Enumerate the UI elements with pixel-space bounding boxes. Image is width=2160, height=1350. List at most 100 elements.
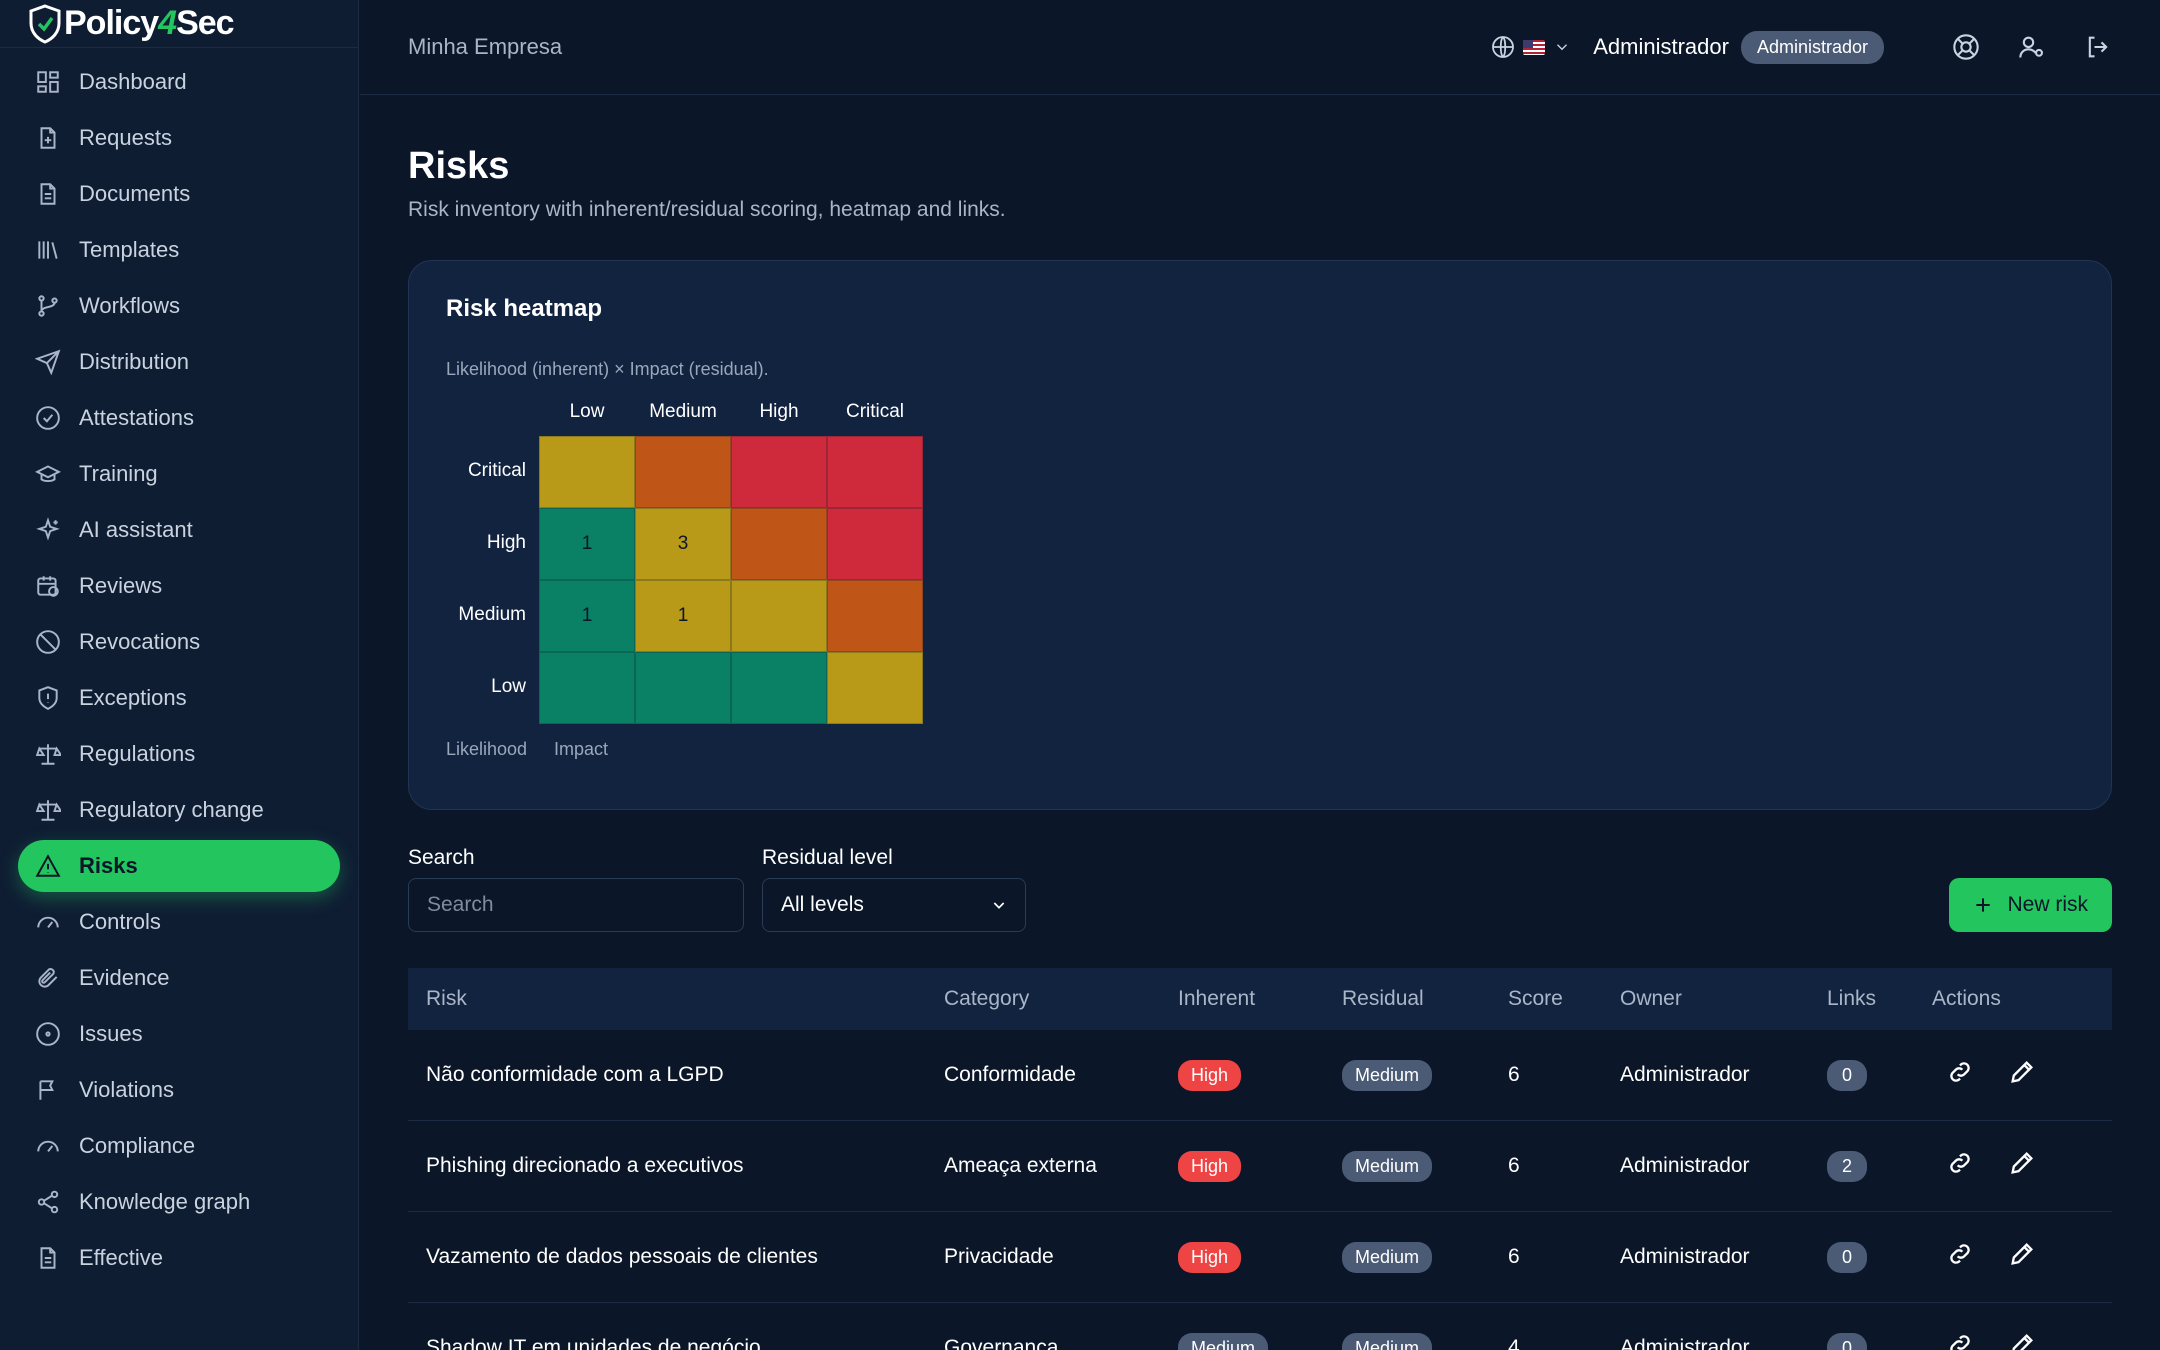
sidebar-item-attestations[interactable]: Attestations (18, 392, 340, 444)
logout-button[interactable] (2084, 33, 2112, 61)
filters-bar: Search Residual level All levels New ris… (408, 844, 2112, 932)
residual-badge: Medium (1342, 1332, 1433, 1350)
sidebar-item-dashboard[interactable]: Dashboard (18, 56, 340, 108)
edit-button[interactable] (2008, 1240, 2036, 1274)
risk-name[interactable]: Shadow IT em unidades de negócio (426, 1336, 761, 1350)
brand-logo[interactable]: Policy4Sec (0, 0, 358, 48)
company-name[interactable]: Minha Empresa (408, 34, 563, 59)
sidebar-item-requests[interactable]: Requests (18, 112, 340, 164)
sidebar-item-label: Revocations (79, 629, 201, 654)
sidebar-item-exceptions[interactable]: Exceptions (18, 672, 340, 724)
sparkles-icon (35, 517, 61, 543)
link-button[interactable] (1946, 1149, 1974, 1183)
risk-owner: Administrador (1620, 1154, 1750, 1177)
chevron-down-icon (993, 902, 1005, 909)
heatmap-subtitle: Likelihood (inherent) × Impact (residual… (446, 359, 769, 379)
sidebar-item-label: Compliance (79, 1133, 196, 1158)
heatmap-cell[interactable] (539, 436, 635, 508)
warning-triangle-icon (35, 853, 61, 879)
risk-name[interactable]: Phishing direcionado a executivos (426, 1154, 744, 1177)
sidebar-item-effective[interactable]: Effective (18, 1232, 340, 1284)
heatmap-cell[interactable] (731, 436, 827, 508)
risk-score: 6 (1508, 1154, 1520, 1177)
sidebar-item-label: Attestations (79, 405, 194, 430)
heatmap-cell[interactable] (635, 436, 731, 508)
send-icon (35, 349, 61, 375)
heatmap-column-label: Critical (845, 401, 905, 422)
sidebar-item-templates[interactable]: Templates (18, 224, 340, 276)
sidebar-item-risks[interactable]: Risks (18, 840, 340, 892)
document-icon (35, 181, 61, 207)
sidebar-item-compliance[interactable]: Compliance (18, 1120, 340, 1172)
link-button[interactable] (1946, 1058, 1974, 1092)
share-nodes-icon (35, 1189, 61, 1215)
heatmap-cell[interactable] (635, 652, 731, 724)
table-row[interactable]: Não conformidade com a LGPD Conformidade H… (408, 1030, 2112, 1121)
risks-table: Risk Category Inherent Residual Score Owner Li… (408, 968, 2112, 1350)
heatmap-cell[interactable] (731, 508, 827, 580)
heatmap-cell[interactable]: 1 (635, 580, 731, 652)
sidebar-item-violations[interactable]: Violations (18, 1064, 340, 1116)
heatmap-cell[interactable] (827, 580, 923, 652)
heatmap-cell[interactable] (731, 652, 827, 724)
sidebar-item-label: Reviews (79, 573, 163, 598)
residual-badge: Medium (1342, 1241, 1433, 1273)
us-flag-icon (1523, 39, 1546, 55)
heatmap-column-label: Medium (649, 401, 717, 422)
heatmap-cell[interactable] (539, 652, 635, 724)
profile-button[interactable] (2018, 33, 2046, 61)
table-row[interactable]: Phishing direcionado a executivos Ameaça … (408, 1121, 2112, 1212)
sidebar-item-label: Violations (79, 1077, 174, 1102)
risk-category: Conformidade (944, 1063, 1076, 1086)
table-row[interactable]: Vazamento de dados pessoais de clientes P… (408, 1212, 2112, 1303)
column-header: Category (944, 987, 1030, 1010)
link-button[interactable] (1946, 1240, 1974, 1274)
heatmap-cell[interactable] (827, 508, 923, 580)
sidebar-item-training[interactable]: Training (18, 448, 340, 500)
table-row[interactable]: Shadow IT em unidades de negócio Governan… (408, 1303, 2112, 1350)
language-selector[interactable] (1491, 35, 1571, 59)
sidebar-item-reviews[interactable]: Reviews (18, 560, 340, 612)
table-body: Não conformidade com a LGPD Conformidade H… (408, 1030, 2112, 1350)
sidebar-item-knowledge-graph[interactable]: Knowledge graph (18, 1176, 340, 1228)
edit-button[interactable] (2008, 1058, 2036, 1092)
top-header: Minha Empresa Administrador Administrado… (360, 0, 2160, 95)
heatmap-cell[interactable]: 1 (539, 580, 635, 652)
edit-button[interactable] (2008, 1149, 2036, 1183)
inherent-badge: High (1178, 1059, 1242, 1091)
heatmap-cell[interactable] (827, 436, 923, 508)
new-risk-button[interactable]: New risk (1949, 878, 2112, 932)
document-icon (35, 1245, 61, 1271)
heatmap-cell[interactable] (827, 652, 923, 724)
heatmap-cell[interactable]: 1 (539, 508, 635, 580)
sidebar-item-documents[interactable]: Documents (18, 168, 340, 220)
pencil-icon (2012, 1334, 2033, 1350)
sidebar-item-label: Requests (79, 125, 172, 150)
edit-button[interactable] (2008, 1331, 2036, 1350)
sidebar-item-ai-assistant[interactable]: AI assistant (18, 504, 340, 556)
risk-score: 6 (1508, 1245, 1520, 1268)
sidebar-item-revocations[interactable]: Revocations (18, 616, 340, 668)
heatmap-row-label: Medium (458, 604, 526, 625)
heatmap-card: Risk heatmap Likelihood (inherent) × Imp… (408, 260, 2112, 810)
risk-name[interactable]: Vazamento de dados pessoais de clientes (426, 1245, 818, 1268)
sidebar-item-label: Issues (79, 1021, 143, 1046)
search-input[interactable] (408, 878, 744, 932)
scale-icon (35, 741, 61, 767)
sidebar-item-issues[interactable]: Issues (18, 1008, 340, 1060)
risk-name[interactable]: Não conformidade com a LGPD (426, 1063, 724, 1086)
sidebar-item-evidence[interactable]: Evidence (18, 952, 340, 1004)
table-header: Risk Category Inherent Residual Score Owner Li… (408, 968, 2112, 1030)
sidebar-item-controls[interactable]: Controls (18, 896, 340, 948)
sidebar-item-regulatory-change[interactable]: Regulatory change (18, 784, 340, 836)
sidebar-item-regulations[interactable]: Regulations (18, 728, 340, 780)
heatmap-cell[interactable]: 3 (635, 508, 731, 580)
residual-level-select[interactable]: All levels (762, 878, 1026, 932)
heatmap-cell[interactable] (731, 580, 827, 652)
likelihood-axis-label: Likelihood (446, 739, 528, 759)
brand-name: Policy4Sec (64, 4, 235, 42)
help-button[interactable] (1952, 33, 1980, 61)
sidebar-item-distribution[interactable]: Distribution (18, 336, 340, 388)
sidebar-item-workflows[interactable]: Workflows (18, 280, 340, 332)
link-button[interactable] (1946, 1331, 1974, 1350)
